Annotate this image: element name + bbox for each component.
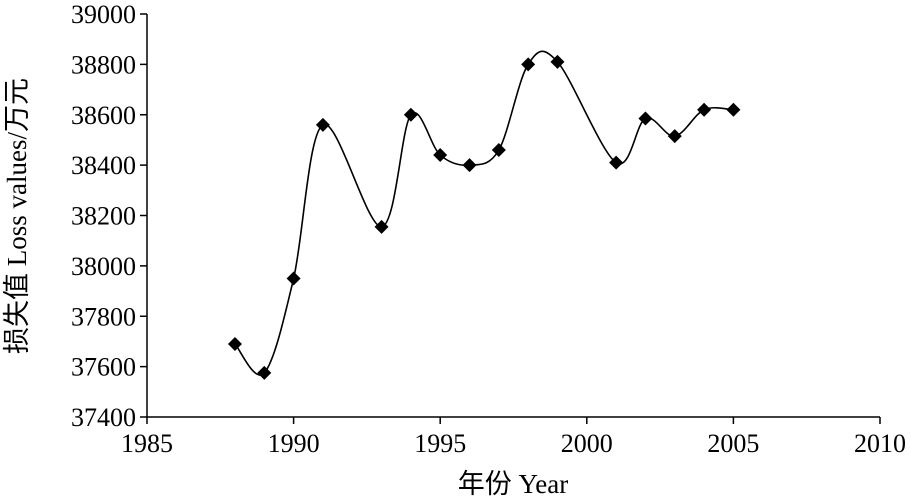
y-axis-ticks: 37400 37600 37800 38000 38200 38400 38600 38800… — [71, 0, 147, 432]
series-line-0 — [234, 50, 734, 376]
x-tick-label: 1995 — [414, 429, 466, 458]
x-tick-label: 1990 — [268, 429, 320, 458]
y-tick-label: 37800 — [71, 302, 136, 331]
data-point-diamond — [697, 102, 712, 117]
data-point-diamond — [638, 111, 653, 126]
data-point-diamond — [667, 129, 682, 144]
y-tick-label: 39000 — [71, 0, 136, 29]
data-point-diamond — [433, 148, 448, 163]
series-lines — [234, 50, 734, 376]
data-point-diamond — [609, 155, 624, 170]
y-tick-label: 37400 — [71, 403, 136, 432]
data-point-diamond — [257, 365, 272, 380]
data-point-diamond — [403, 107, 418, 122]
data-point-diamond — [315, 117, 330, 132]
data-point-diamond — [521, 57, 536, 72]
x-axis-ticks: 1985 1990 1995 2000 2005 2010 — [121, 417, 906, 458]
x-tick-label: 2010 — [854, 429, 906, 458]
data-point-diamond — [286, 271, 301, 286]
x-tick-label: 2000 — [561, 429, 613, 458]
y-axis-label: 损失值 Loss values/万元 — [2, 78, 32, 354]
y-tick-label: 38800 — [71, 50, 136, 79]
y-tick-label: 38000 — [71, 252, 136, 281]
x-axis-label: 年份 Year — [458, 469, 569, 499]
axes — [146, 14, 880, 418]
data-point-diamond — [374, 219, 389, 234]
data-point-diamond — [491, 143, 506, 158]
series-markers — [227, 54, 741, 380]
data-point-diamond — [726, 102, 741, 117]
y-tick-label: 38400 — [71, 151, 136, 180]
x-tick-label: 1985 — [121, 429, 173, 458]
data-point-diamond — [550, 54, 565, 69]
y-tick-label: 37600 — [71, 353, 136, 382]
x-tick-label: 2005 — [707, 429, 759, 458]
y-tick-label: 38200 — [71, 202, 136, 231]
data-point-diamond — [227, 336, 242, 351]
y-tick-label: 38600 — [71, 101, 136, 130]
data-point-diamond — [462, 158, 477, 173]
